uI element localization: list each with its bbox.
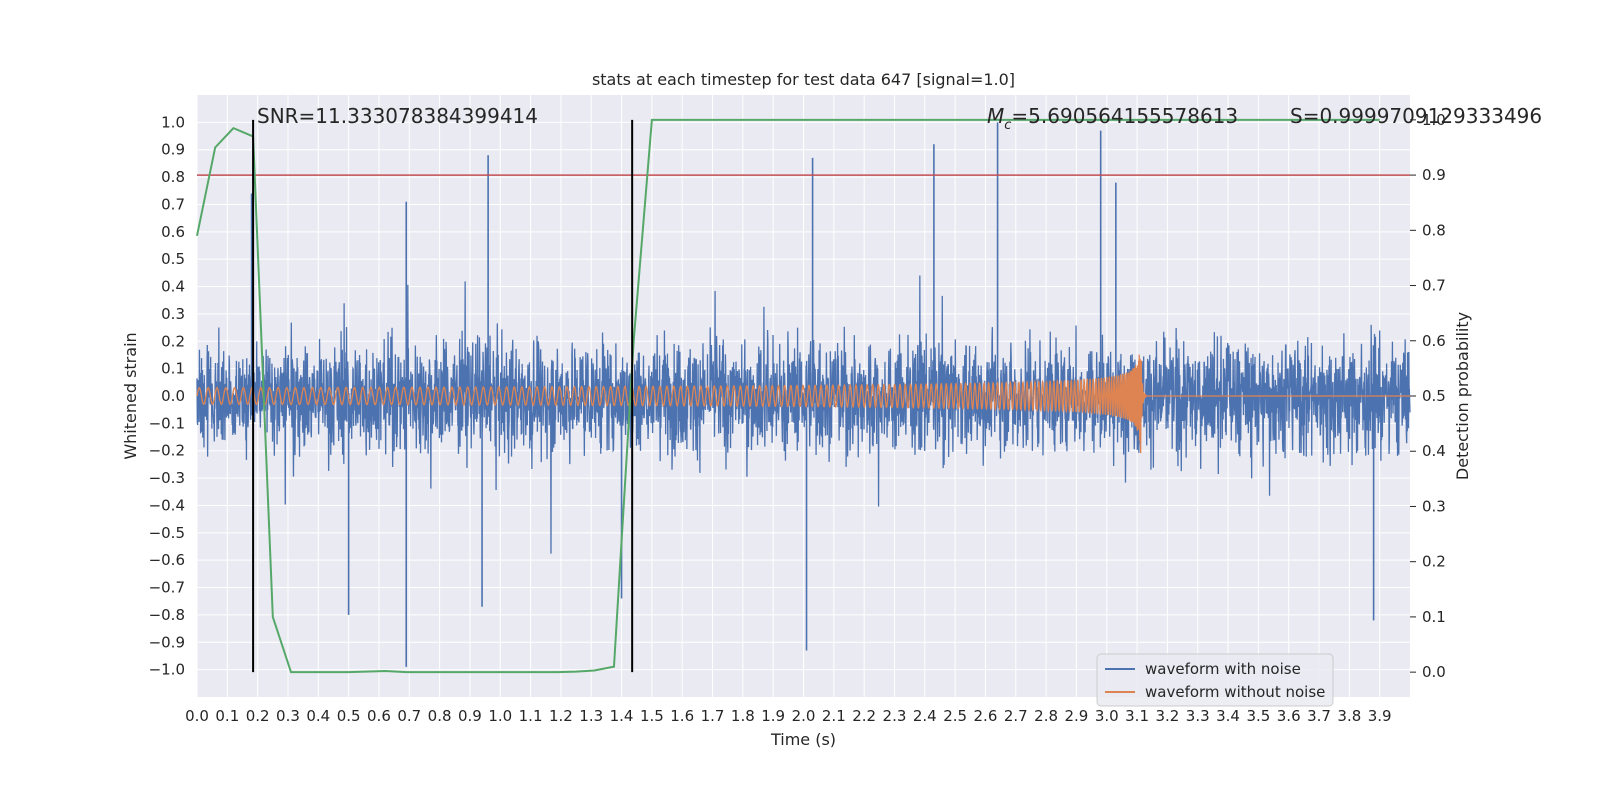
y-tick-label: 0.0 [161, 387, 185, 405]
y2-tick-label: 0.7 [1422, 277, 1446, 295]
legend-label-noisy: waveform with noise [1145, 660, 1301, 678]
x-tick-label: 1.6 [670, 707, 694, 725]
x-tick-label: 1.8 [731, 707, 755, 725]
y2-axis-label: Detection probability [1453, 312, 1472, 480]
x-tick-label: 2.4 [913, 707, 937, 725]
legend: waveform with noise waveform without noi… [1096, 653, 1334, 707]
y-tick-label: 0.3 [161, 305, 185, 323]
annotations: stats at each timestep for test data 647… [121, 70, 1542, 749]
series-noisy-waveform [196, 275, 1411, 554]
x-tick-label: 3.6 [1277, 707, 1301, 725]
chirp-mass-value: =5.690564155578613 [1011, 104, 1238, 128]
x-tick-label: 2.7 [1004, 707, 1028, 725]
x-tick-label: 1.9 [761, 707, 785, 725]
x-tick-label: 0.8 [428, 707, 452, 725]
y-tick-label: 0.1 [161, 360, 185, 378]
x-tick-label: 3.3 [1186, 707, 1210, 725]
x-tick-label: 0.4 [306, 707, 330, 725]
y-tick-label: −0.4 [149, 496, 185, 514]
y2-tick-label: 0.4 [1422, 442, 1446, 460]
y2-axis-ticks: 1.0 0.9 0.8 0.7 0.6 0.5 0.4 0.3 0.2 0.1 0.0 [1410, 111, 1446, 681]
y2-tick-label: 0.2 [1422, 553, 1446, 571]
chirp-mass-subscript: c [1004, 118, 1011, 133]
x-tick-label: 3.0 [1095, 707, 1119, 725]
series-clean-waveform [196, 354, 1410, 454]
x-tick-label: 2.6 [974, 707, 998, 725]
y2-tick-label: 0.3 [1422, 497, 1446, 515]
x-tick-label: 3.1 [1125, 707, 1149, 725]
y-tick-label: −0.9 [149, 633, 185, 651]
y2-tick-label: 0.1 [1422, 608, 1446, 626]
x-tick-label: 1.3 [579, 707, 603, 725]
x-tick-label: 0.6 [367, 707, 391, 725]
y-tick-label: −0.8 [149, 606, 185, 624]
y-tick-label: −0.2 [149, 442, 185, 460]
x-tick-label: 3.2 [1155, 707, 1179, 725]
y-axis-label: Whitened strain [121, 332, 140, 459]
series-detection-probability [196, 118, 1380, 674]
x-tick-label: 2.9 [1064, 707, 1088, 725]
x-tick-label: 0.9 [458, 707, 482, 725]
snr-annotation: SNR=11.333078384399414 [257, 104, 538, 128]
y-tick-label: −0.3 [149, 469, 185, 487]
y-tick-label: 0.2 [161, 332, 185, 350]
y-tick-label: −1.0 [149, 661, 185, 679]
y-tick-label: 0.6 [161, 223, 185, 241]
y-tick-label: 0.4 [161, 278, 185, 296]
x-tick-label: 0.0 [185, 707, 209, 725]
y-axis-ticks: 1.0 0.9 0.8 0.7 0.6 0.5 0.4 0.3 0.2 0.1 0.0 −0.1 −0.… [149, 113, 185, 678]
y-tick-label: −0.1 [149, 414, 185, 432]
s-annotation: S=0.9999709129333496 [1290, 104, 1542, 128]
x-tick-label: 2.5 [943, 707, 967, 725]
x-tick-label: 2.3 [883, 707, 907, 725]
y-tick-label: 0.5 [161, 250, 185, 268]
y-tick-label: −0.6 [149, 551, 185, 569]
x-tick-label: 1.7 [701, 707, 725, 725]
x-tick-label: 2.2 [852, 707, 876, 725]
x-tick-label: 0.1 [215, 707, 239, 725]
x-tick-label: 3.4 [1216, 707, 1240, 725]
x-tick-label: 0.5 [337, 707, 361, 725]
y2-tick-label: 0.8 [1422, 221, 1446, 239]
y2-tick-label: 0.6 [1422, 332, 1446, 350]
x-tick-label: 1.2 [549, 707, 573, 725]
y2-tick-label: 0.9 [1422, 166, 1446, 184]
chirp-mass-annotation: Mc=5.690564155578613 [987, 104, 1238, 133]
x-tick-label: 3.5 [1246, 707, 1270, 725]
legend-label-clean: waveform without noise [1145, 683, 1325, 701]
y-tick-label: 0.9 [161, 141, 185, 159]
x-axis-label: Time (s) [770, 730, 836, 749]
x-tick-label: 1.5 [640, 707, 664, 725]
x-axis-ticks: 0.0 0.1 0.2 0.3 0.4 0.5 0.6 0.7 0.8 0.9 1.0 1.1 1.2 1… [185, 707, 1392, 725]
x-tick-label: 0.3 [276, 707, 300, 725]
series-layer [196, 118, 1411, 674]
y-tick-label: −0.5 [149, 524, 185, 542]
x-tick-label: 3.7 [1307, 707, 1331, 725]
x-tick-label: 3.9 [1368, 707, 1392, 725]
legend-box [1096, 653, 1334, 707]
x-tick-label: 1.0 [488, 707, 512, 725]
x-tick-label: 1.4 [610, 707, 634, 725]
x-tick-label: 0.2 [246, 707, 270, 725]
y-tick-label: 1.0 [161, 113, 185, 131]
y2-tick-label: 0.5 [1422, 387, 1446, 405]
chart-title: stats at each timestep for test data 647… [592, 70, 1015, 89]
y-tick-label: −0.7 [149, 579, 185, 597]
y2-tick-label: 1.0 [1422, 111, 1446, 129]
x-tick-label: 2.1 [822, 707, 846, 725]
x-tick-label: 0.7 [397, 707, 421, 725]
x-tick-label: 2.8 [1034, 707, 1058, 725]
x-tick-label: 2.0 [792, 707, 816, 725]
y-tick-label: 0.7 [161, 195, 185, 213]
x-tick-label: 1.1 [519, 707, 543, 725]
chirp-mass-symbol: M [987, 104, 1004, 128]
x-tick-label: 3.8 [1337, 707, 1361, 725]
y2-tick-label: 0.0 [1422, 663, 1446, 681]
y-tick-label: 0.8 [161, 168, 185, 186]
